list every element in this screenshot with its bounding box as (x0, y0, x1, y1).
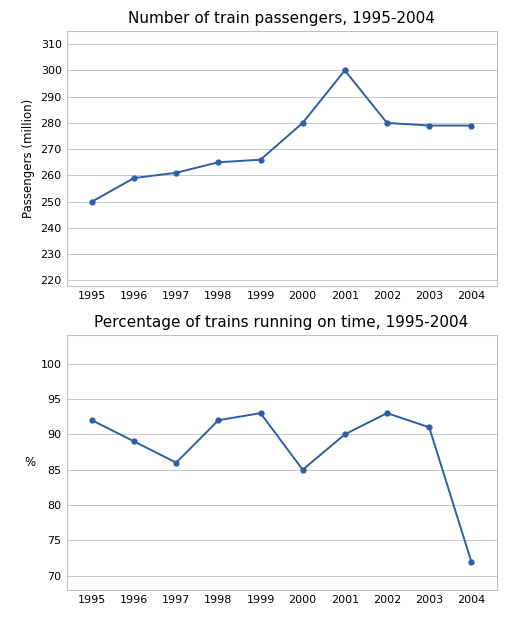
Y-axis label: %: % (24, 456, 35, 469)
Title: Number of train passengers, 1995-2004: Number of train passengers, 1995-2004 (128, 11, 435, 25)
Y-axis label: Passengers (million): Passengers (million) (22, 99, 35, 218)
Title: Percentage of trains running on time, 1995-2004: Percentage of trains running on time, 19… (95, 315, 468, 330)
